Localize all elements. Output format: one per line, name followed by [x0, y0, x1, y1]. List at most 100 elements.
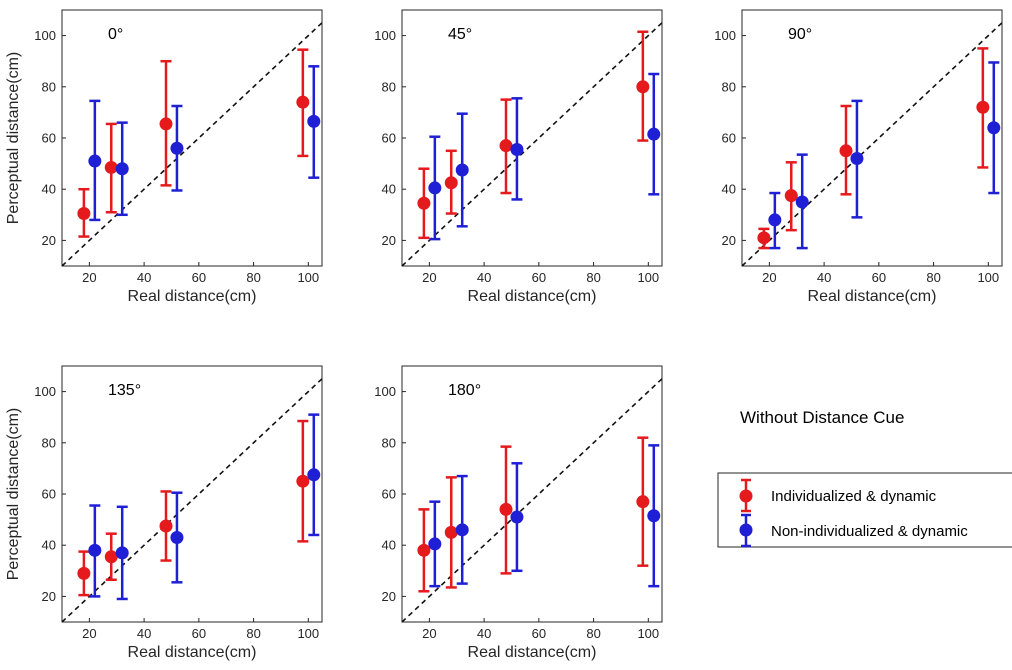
data-point: [296, 95, 310, 109]
y-axis-label: Perceptual distance(cm): [5, 52, 22, 225]
y-tick-label: 100: [34, 384, 56, 399]
data-point: [104, 550, 118, 564]
data-point: [417, 543, 431, 557]
y-tick-label: 40: [382, 182, 396, 197]
series-0: [417, 30, 650, 240]
x-tick-label: 20: [422, 270, 436, 285]
x-tick-label: 80: [246, 626, 260, 641]
panels-group: 20 40 60 80 100 20 40 60 80 100 Real distance(cm) P…: [5, 9, 1003, 661]
data-point: [428, 537, 442, 551]
x-tick-label: 20: [82, 270, 96, 285]
y-tick-label: 20: [382, 589, 396, 604]
x-tick-label: 60: [192, 626, 206, 641]
x-tick-label: 40: [817, 270, 831, 285]
data-point: [296, 474, 310, 488]
x-tick-label: 20: [82, 626, 96, 641]
data-point: [784, 189, 798, 203]
x-tick-label: 100: [297, 626, 319, 641]
y-tick-label: 40: [722, 182, 736, 197]
data-point: [647, 127, 661, 141]
x-tick-label: 80: [926, 270, 940, 285]
data-point: [170, 531, 184, 545]
data-point: [510, 510, 524, 524]
data-point: [455, 523, 469, 537]
x-tick-label: 60: [532, 626, 546, 641]
x-tick-label: 80: [586, 626, 600, 641]
data-point: [77, 566, 91, 580]
data-point: [77, 207, 91, 221]
x-axis-label: Real distance(cm): [128, 644, 257, 661]
data-point: [987, 121, 1001, 135]
x-tick-label: 20: [422, 626, 436, 641]
panel-4: 20 40 60 80 100 20 40 60 80 100 Real distance(cm) 1…: [374, 365, 663, 661]
series-0: [77, 419, 310, 597]
y-tick-label: 40: [42, 182, 56, 197]
data-point: [455, 163, 469, 177]
data-point: [159, 117, 173, 131]
series-1: [428, 444, 661, 588]
data-point: [757, 231, 771, 245]
y-tick-label: 100: [714, 28, 736, 43]
series-1: [428, 72, 661, 241]
series-1: [88, 65, 321, 222]
data-point: [88, 543, 102, 557]
data-point: [976, 100, 990, 114]
series-0: [417, 436, 650, 593]
condition-title: Without Distance Cue: [740, 408, 904, 427]
legend-marker-non-individualized: [739, 513, 753, 548]
x-tick-label: 100: [637, 626, 659, 641]
data-point: [499, 139, 513, 153]
data-point: [307, 468, 321, 482]
data-point: [839, 144, 853, 158]
y-tick-label: 40: [382, 538, 396, 553]
y-tick-label: 40: [42, 538, 56, 553]
data-point: [768, 213, 782, 227]
axes-box: [401, 365, 663, 623]
data-point: [647, 509, 661, 523]
axes-box: [741, 9, 1003, 267]
y-tick-label: 80: [42, 435, 56, 450]
data-point: [636, 80, 650, 94]
x-tick-label: 60: [192, 270, 206, 285]
axes-box: [61, 365, 323, 623]
x-tick-label: 60: [532, 270, 546, 285]
data-point: [444, 176, 458, 190]
x-axis-label: Real distance(cm): [808, 288, 937, 305]
y-tick-label: 60: [382, 131, 396, 146]
x-tick-label: 20: [762, 270, 776, 285]
y-axis-label: Perceptual distance(cm): [5, 408, 22, 581]
y-tick-label: 100: [34, 28, 56, 43]
axes-box: [401, 9, 663, 267]
x-tick-label: 80: [246, 270, 260, 285]
data-point: [115, 162, 129, 176]
panel-title: 90°: [788, 26, 812, 43]
legend-label-non-individualized: Non-individualized & dynamic: [771, 523, 968, 540]
y-tick-label: 20: [42, 589, 56, 604]
x-tick-label: 100: [637, 270, 659, 285]
data-point: [428, 181, 442, 195]
x-tick-label: 40: [477, 270, 491, 285]
x-tick-label: 60: [872, 270, 886, 285]
y-tick-label: 60: [722, 131, 736, 146]
data-point: [636, 495, 650, 509]
series-1: [88, 413, 321, 601]
x-axis-label: Real distance(cm): [128, 288, 257, 305]
y-tick-label: 60: [42, 487, 56, 502]
series-1: [768, 61, 1001, 250]
x-axis-label: Real distance(cm): [468, 644, 597, 661]
panel-2: 20 40 60 80 100 20 40 60 80 100 Real distance(cm) 9…: [714, 9, 1003, 305]
x-tick-label: 100: [297, 270, 319, 285]
x-tick-label: 80: [586, 270, 600, 285]
y-tick-label: 80: [382, 435, 396, 450]
x-tick-label: 100: [977, 270, 999, 285]
panel-1: 20 40 60 80 100 20 40 60 80 100 Real distance(cm) 4…: [374, 9, 663, 305]
y-tick-label: 20: [42, 233, 56, 248]
panel-title: 135°: [108, 382, 141, 399]
data-point: [159, 519, 173, 533]
legend-label-individualized: Individualized & dynamic: [771, 488, 937, 505]
y-tick-label: 80: [42, 79, 56, 94]
data-point: [115, 546, 129, 560]
panel-title: 0°: [108, 26, 123, 43]
data-point: [850, 151, 864, 165]
